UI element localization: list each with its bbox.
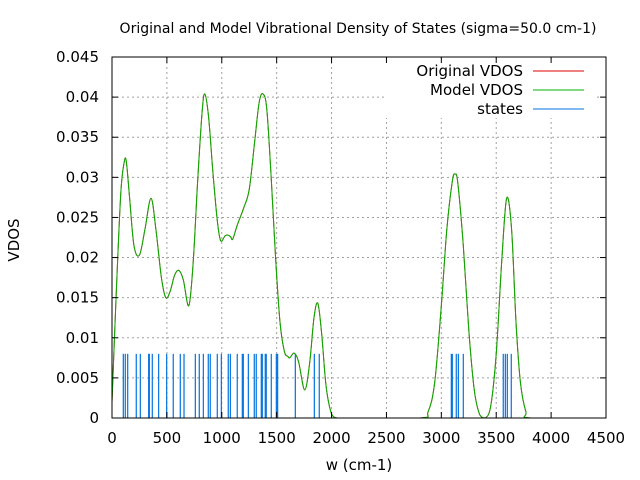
y-tick-label: 0.045 <box>56 48 99 66</box>
y-axis-label: VDOS <box>5 218 23 261</box>
y-tick-label: 0.03 <box>66 168 99 186</box>
legend-label: Model VDOS <box>430 81 523 99</box>
x-tick-label: 1000 <box>203 429 241 447</box>
y-tick-label: 0.015 <box>56 289 99 307</box>
y-tick-labels: 0 0.005 0.01 0.015 0.02 0.025 0.03 0.035 0.04 0.0… <box>56 48 99 427</box>
y-tick-label: 0.025 <box>56 208 99 226</box>
x-tick-label: 2500 <box>367 429 405 447</box>
x-tick-label: 1500 <box>258 429 296 447</box>
legend-background <box>384 60 594 118</box>
y-tick-label: 0.035 <box>56 128 99 146</box>
x-tick-label: 2000 <box>312 429 350 447</box>
y-tick-label: 0.04 <box>66 88 99 106</box>
series-line-model-vdos <box>111 93 606 419</box>
vdos-lines <box>111 93 606 419</box>
x-tick-label: 500 <box>153 429 182 447</box>
legend-label: states <box>477 100 523 118</box>
series-line-original-vdos <box>111 93 606 419</box>
x-axis-label: w (cm-1) <box>326 456 393 474</box>
x-tick-label: 4000 <box>532 429 570 447</box>
y-tick-label: 0.01 <box>66 329 99 347</box>
legend-label: Original VDOS <box>416 62 523 80</box>
x-tick-label: 0 <box>107 429 117 447</box>
x-tick-labels: 0 500 1000 1500 2000 2500 3000 3500 4000 4500 <box>107 429 625 447</box>
grid-lines <box>112 57 606 418</box>
states-series <box>122 353 512 418</box>
y-tick-label: 0 <box>89 409 99 427</box>
axis-ticks <box>111 56 607 419</box>
y-tick-label: 0.02 <box>66 249 99 267</box>
plot-frame <box>111 56 607 419</box>
x-tick-label: 3000 <box>422 429 460 447</box>
chart-title: Original and Model Vibrational Density o… <box>120 21 597 37</box>
x-tick-label: 4500 <box>587 429 625 447</box>
y-tick-label: 0.005 <box>56 369 99 387</box>
x-tick-label: 3500 <box>477 429 515 447</box>
